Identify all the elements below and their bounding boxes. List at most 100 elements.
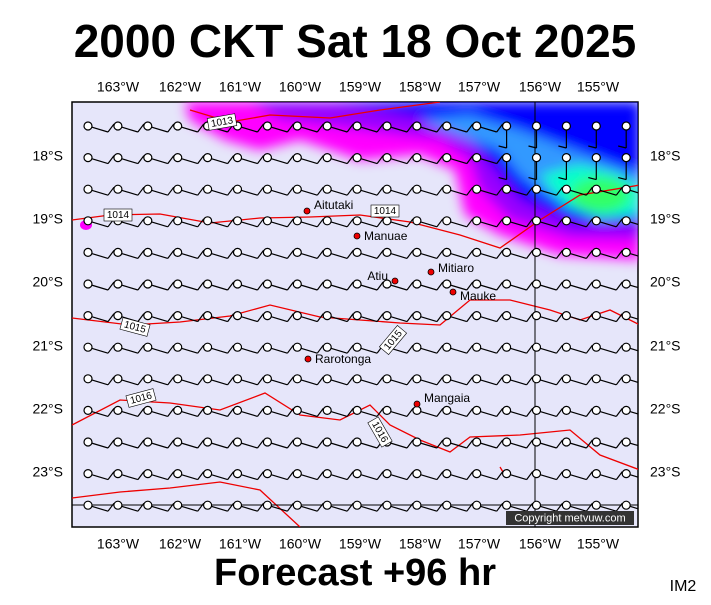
wind-barb [412, 374, 444, 386]
barb-flag [585, 313, 593, 322]
wind-barb [382, 216, 414, 228]
isobar-label: 1016 [125, 388, 157, 408]
barb-flag [167, 313, 175, 322]
wind-barb [203, 311, 235, 323]
wind-barb [442, 247, 474, 259]
barb-flag [137, 439, 145, 449]
wind-barb [502, 342, 534, 354]
wind-barb [591, 374, 623, 386]
station [472, 311, 482, 321]
barb-flag [406, 123, 414, 133]
station [502, 184, 512, 194]
barb-flag [107, 344, 115, 354]
wind-barb [262, 311, 294, 323]
wind-barb [558, 121, 572, 149]
wind-barb [143, 216, 175, 228]
barb-flag [466, 250, 474, 259]
barb-flag [346, 471, 354, 480]
wind-barb [352, 121, 384, 133]
station [531, 311, 542, 321]
wind-barb [528, 153, 542, 181]
wind-barb [591, 342, 623, 354]
barb-flag [286, 218, 294, 228]
station [83, 500, 93, 510]
wind-barb [531, 374, 563, 386]
barb-flag [107, 123, 115, 133]
barb-flag [406, 281, 414, 291]
station [382, 311, 392, 321]
barb-flag [107, 471, 115, 480]
wind-barb [83, 405, 115, 417]
wind-barb [531, 216, 563, 228]
barb-flag [466, 281, 474, 291]
wind-barb [203, 374, 235, 386]
barb-flag [167, 502, 175, 512]
wind-barb [83, 311, 115, 323]
lon-label: 161°W [219, 79, 262, 95]
barb-flag [257, 155, 264, 164]
station [621, 153, 631, 163]
barb-flag [496, 281, 504, 291]
barb-flag [406, 439, 414, 449]
wind-barb [262, 153, 294, 165]
barb-flag [406, 471, 414, 480]
barb-flag [346, 502, 354, 512]
wind-barb [528, 121, 542, 149]
barb-flag [406, 218, 414, 228]
wind-barb [113, 374, 145, 386]
station [472, 153, 482, 163]
station [203, 500, 213, 510]
barb-flag [167, 376, 175, 386]
wind-barb [232, 342, 264, 354]
station [591, 121, 601, 131]
station [143, 184, 153, 194]
wind-barb [442, 500, 474, 512]
station [472, 437, 482, 447]
wind-barb [412, 153, 444, 165]
barb-flag [107, 502, 115, 512]
barb-flag [618, 177, 627, 181]
station [591, 500, 601, 510]
wind-barb [292, 279, 324, 291]
station [232, 469, 243, 479]
barb-flag [227, 155, 235, 164]
station [203, 279, 213, 289]
station [561, 374, 572, 384]
station [173, 469, 183, 479]
wind-barb [292, 311, 324, 323]
barb-flag [526, 439, 534, 449]
barb-flag [466, 376, 474, 386]
island [303, 207, 311, 215]
station [262, 247, 272, 257]
wind-barb [203, 469, 235, 481]
station [262, 374, 272, 384]
island [391, 277, 399, 285]
station [442, 216, 452, 226]
station [472, 184, 482, 194]
station [173, 437, 183, 447]
wind-barb [83, 121, 115, 133]
wind-barb [621, 469, 638, 479]
wind-barb [382, 121, 414, 133]
station [382, 500, 392, 510]
station [382, 374, 392, 384]
lon-label: 156°W [519, 536, 562, 552]
barb-flag [197, 408, 205, 417]
station [83, 405, 93, 415]
barb-flag [286, 502, 294, 512]
isobar-label-box [125, 388, 157, 408]
wind-barb [502, 405, 534, 417]
station [322, 469, 332, 479]
wind-barb [498, 121, 512, 149]
barb-flag [406, 502, 414, 512]
barb-flag [585, 408, 593, 417]
station [113, 342, 123, 352]
barb-flag [346, 344, 354, 354]
wind-barb [472, 500, 504, 512]
wind-barb [621, 279, 638, 289]
wind-barb [113, 405, 145, 417]
barb-flag [376, 218, 384, 228]
station [292, 247, 302, 257]
wind-barb [173, 121, 205, 133]
station [83, 342, 93, 352]
